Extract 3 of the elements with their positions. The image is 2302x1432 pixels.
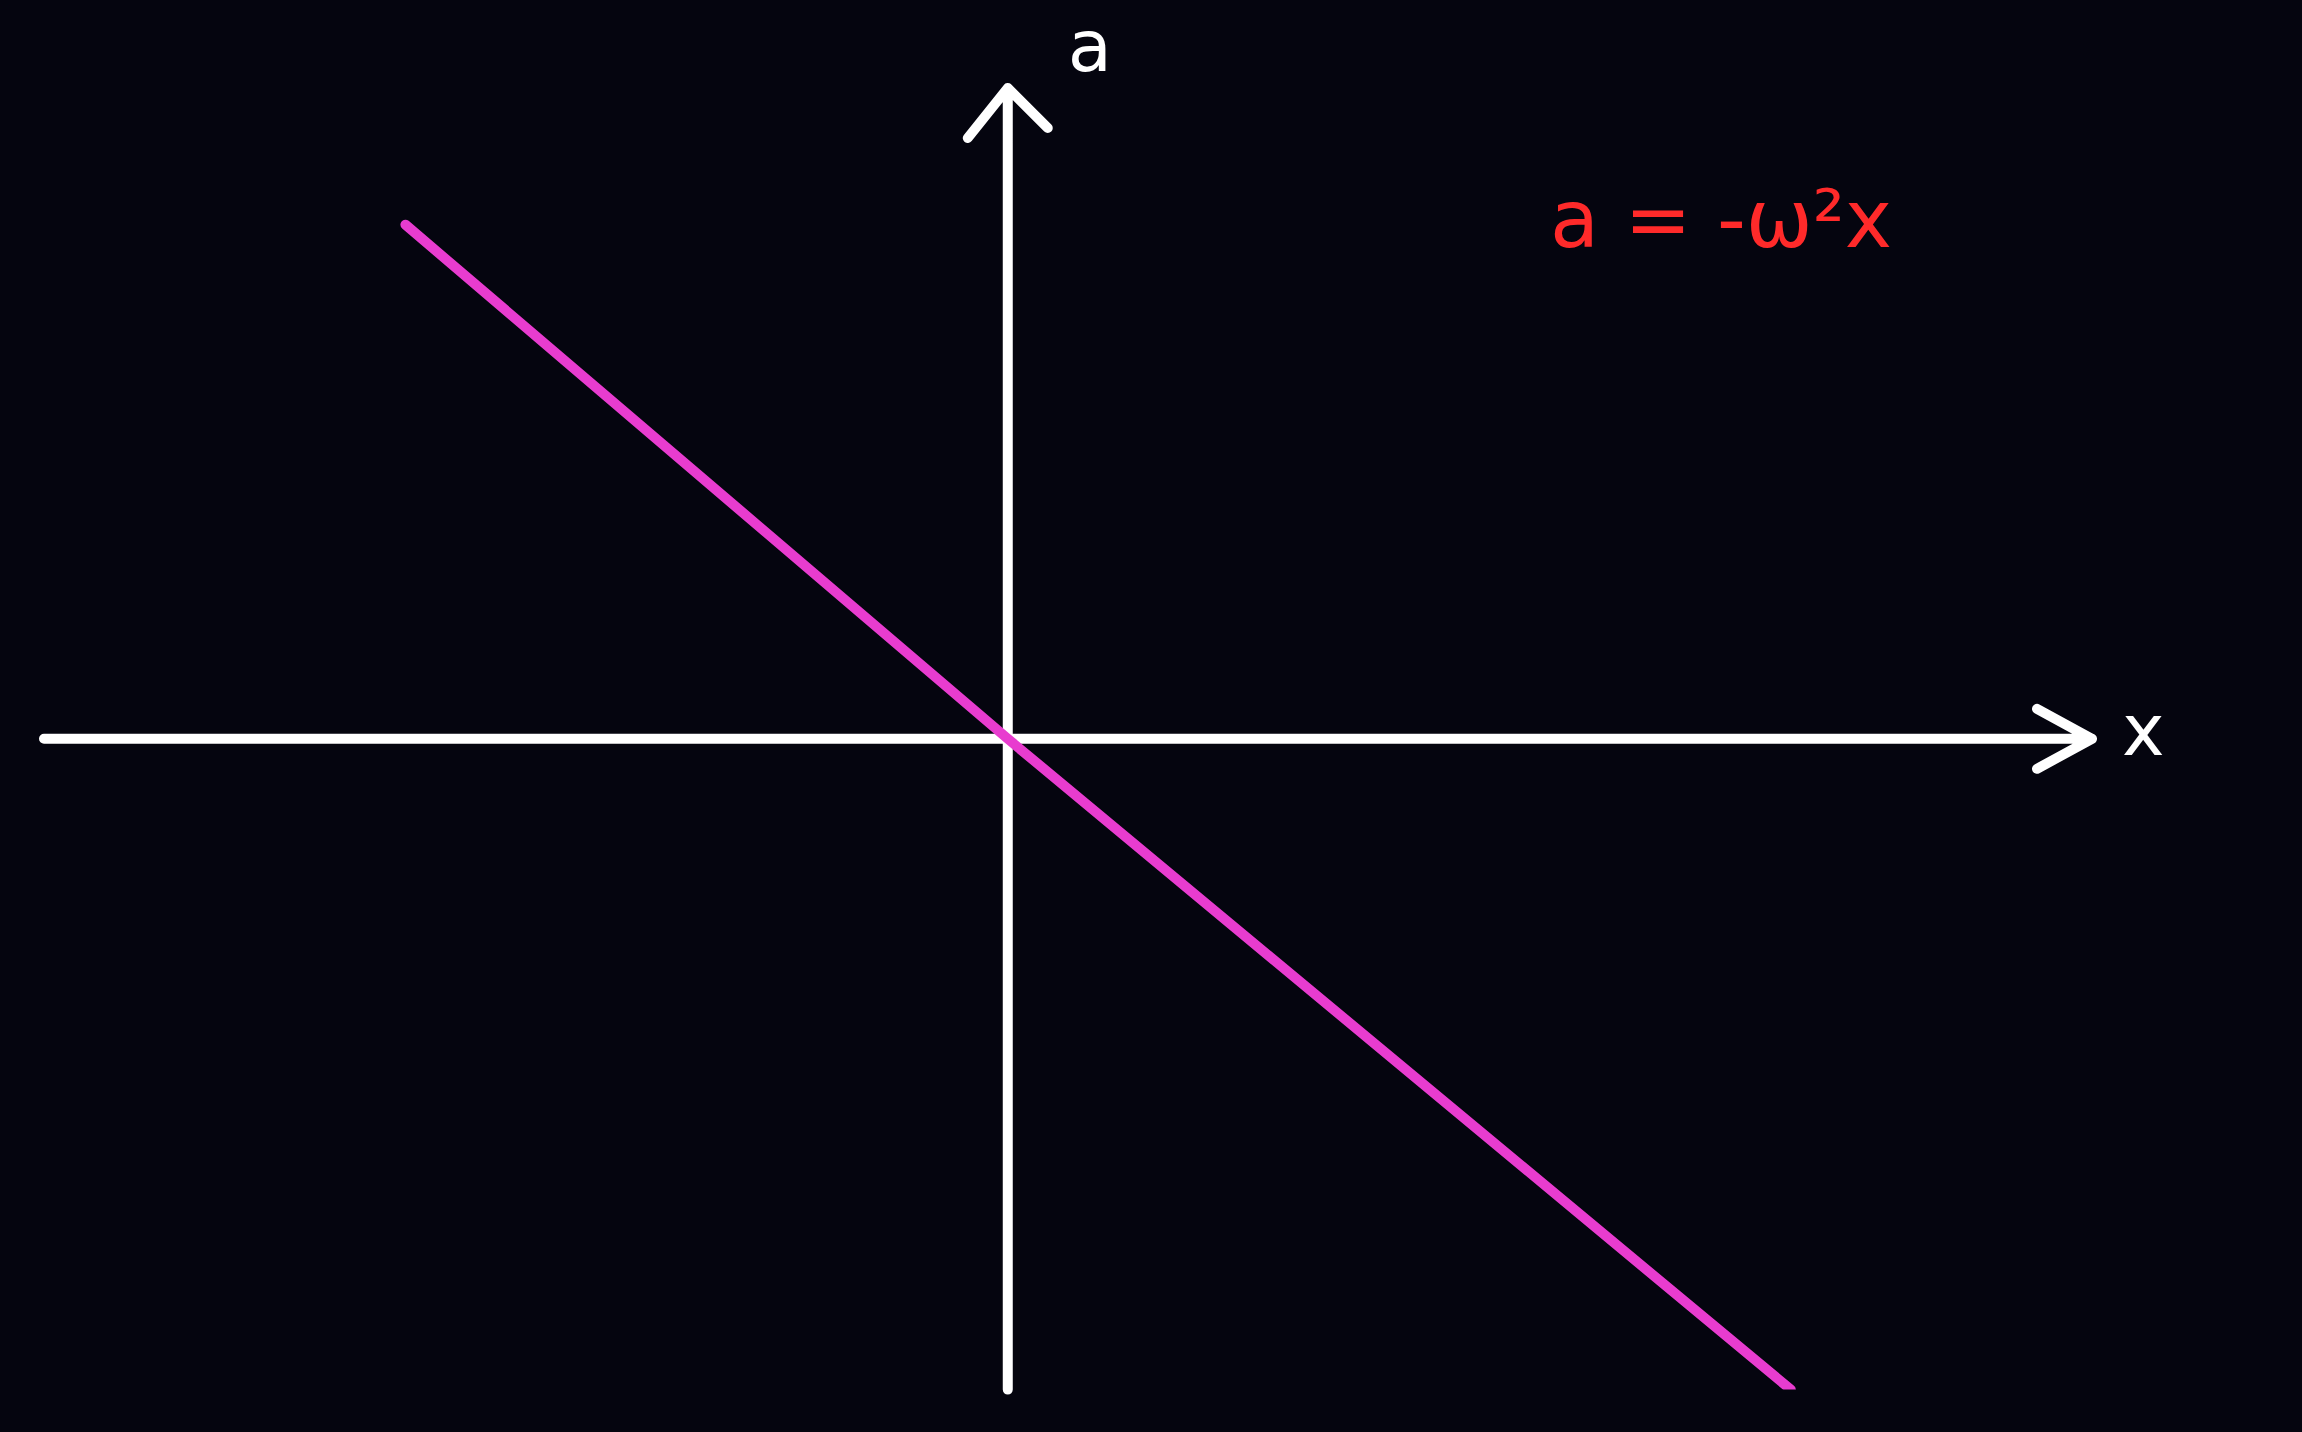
y-axis-title: a	[1067, 4, 1112, 88]
x-axis-title: x	[2122, 687, 2165, 772]
annotation: a = -ω²x	[1550, 173, 1893, 266]
